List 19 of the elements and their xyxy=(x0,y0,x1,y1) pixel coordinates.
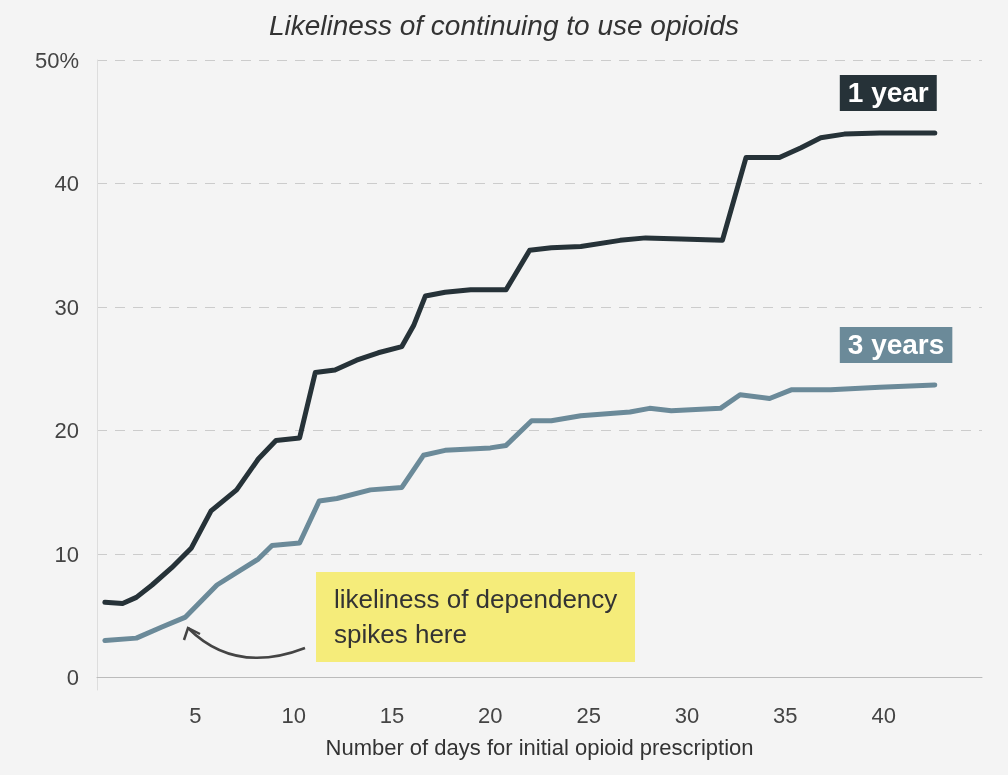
y-tick-label: 10 xyxy=(54,541,79,567)
y-tick-label: 50% xyxy=(34,47,79,73)
x-tick-label: 15 xyxy=(379,702,405,728)
x-tick-label: 10 xyxy=(281,702,306,728)
x-tick-label: 35 xyxy=(773,702,798,728)
x-tick-label: 40 xyxy=(871,702,896,728)
annotation: likeliness of dependency spikes here xyxy=(316,572,636,663)
y-tick-label: 40 xyxy=(54,171,79,197)
series-label: 3 years xyxy=(847,329,945,361)
x-tick-label: 25 xyxy=(576,702,601,728)
series-label: 1 year xyxy=(847,77,929,109)
y-tick-label: 30 xyxy=(54,294,79,320)
x-tick-label: 20 xyxy=(478,702,503,728)
chart-title: Likeliness of continuing to use opioids xyxy=(268,9,740,41)
x-tick-label: 5 xyxy=(189,702,202,728)
x-tick-label: 30 xyxy=(674,702,700,728)
x-axis-title: Number of days for initial opioid prescription xyxy=(325,734,754,760)
y-tick-label: 20 xyxy=(54,418,79,444)
y-tick-label: 0 xyxy=(66,665,79,691)
